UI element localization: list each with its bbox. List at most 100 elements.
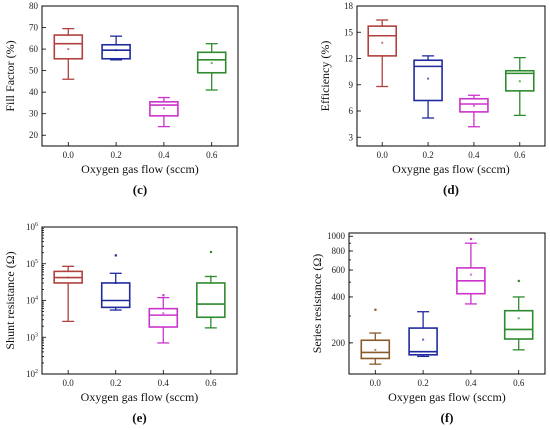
- mean-marker: [472, 104, 475, 107]
- mean-marker: [162, 312, 165, 315]
- box-group: [101, 35, 131, 61]
- box-group: [53, 265, 83, 323]
- outlier-point: [162, 294, 165, 297]
- box-group: [408, 311, 438, 358]
- mean-marker: [469, 273, 472, 276]
- x-tick-label: 0.6: [206, 150, 218, 160]
- outlier-point: [209, 250, 213, 254]
- box-iqr: [196, 282, 226, 319]
- x-tick-label: 0.2: [110, 150, 121, 160]
- y-tick-label: 20: [29, 130, 39, 140]
- y-tick-label: 15: [344, 27, 354, 37]
- box-group: [459, 94, 489, 128]
- x-tick-label: 0.4: [465, 378, 477, 388]
- box-group: [504, 56, 535, 117]
- box-group: [100, 254, 131, 311]
- mean-marker: [517, 317, 520, 320]
- mean-marker: [427, 77, 430, 80]
- mean-marker: [381, 41, 384, 44]
- box-iqr: [367, 25, 398, 57]
- y-tick-label: 6: [349, 106, 354, 116]
- x-tick-label: 0.0: [63, 150, 75, 160]
- x-tick-label: 0.0: [370, 378, 382, 388]
- box-group: [196, 250, 226, 329]
- x-tick-label: 0.4: [158, 150, 170, 160]
- mean-marker: [210, 62, 213, 65]
- box-iqr: [101, 43, 131, 60]
- y-tick-label: 60: [29, 44, 39, 54]
- mean-marker: [209, 275, 212, 278]
- y-tick-label: 600: [332, 265, 346, 275]
- mean-marker: [162, 107, 165, 110]
- y-axis-title: Shunt resistance (Ω): [3, 251, 17, 349]
- x-tick-label: 0.0: [63, 378, 75, 388]
- panel-label: (e): [132, 410, 146, 425]
- y-tick-label: 200: [332, 338, 346, 348]
- outlier-point: [374, 308, 377, 311]
- box-iqr: [148, 307, 179, 328]
- mean-marker: [422, 338, 425, 341]
- box-iqr: [53, 34, 84, 60]
- y-tick-label: 80: [29, 1, 39, 11]
- box-group: [456, 237, 486, 305]
- x-axis-title: Oxygne gas flow (sccm): [392, 162, 510, 176]
- outlier-point: [469, 237, 473, 241]
- x-tick-label: 0.2: [417, 378, 428, 388]
- mean-marker: [374, 348, 377, 351]
- box-group: [367, 19, 398, 88]
- plot-frame: [41, 5, 239, 147]
- y-tick-label: 9: [349, 80, 354, 90]
- mean-marker: [115, 49, 118, 52]
- outlier-point: [517, 279, 520, 283]
- y-tick-label: 400: [332, 292, 346, 302]
- y-tick-label: 106: [26, 222, 38, 232]
- y-tick-label: 50: [29, 66, 39, 76]
- y-tick-label: 18: [344, 1, 354, 11]
- mean-marker: [114, 281, 117, 284]
- x-axis-title: Oxygen gas flow (sccm): [388, 390, 506, 404]
- x-tick-label: 0.2: [422, 150, 433, 160]
- panel-label: (d): [443, 182, 459, 197]
- outlier-point: [114, 254, 117, 257]
- y-axis-title: Fill Factor (%): [3, 40, 17, 111]
- box-group: [503, 279, 534, 351]
- x-tick-label: 0.6: [514, 150, 526, 160]
- box-group: [149, 96, 179, 128]
- plot-frame: [348, 232, 546, 375]
- mean-marker: [67, 48, 70, 51]
- y-tick-label: 800: [332, 246, 346, 256]
- x-tick-label: 0.6: [205, 378, 217, 388]
- box-group: [53, 27, 84, 80]
- y-tick-label: 103: [26, 332, 38, 342]
- y-tick-label: 30: [29, 109, 39, 119]
- y-axis-title: Series resistance (Ω): [310, 254, 324, 354]
- box-group: [413, 55, 443, 119]
- box-iqr: [100, 282, 131, 309]
- panel-d: 3 6 9 12 15 18 0.0 0.2 0.4 0.6 Oxygne gas flow (sc…: [318, 1, 546, 197]
- y-tick-label: 3: [349, 132, 354, 142]
- panel-label: (f): [441, 410, 454, 425]
- x-tick-label: 0.6: [513, 378, 525, 388]
- box-iqr: [408, 327, 438, 356]
- box-group: [196, 43, 227, 91]
- y-tick-label: 104: [26, 296, 38, 306]
- y-tick-label: 70: [29, 23, 39, 33]
- panel-c: 20 30 40 50 60 70 80 0.0 0.2 0.4 0.6 Oxygen gas flo…: [3, 1, 239, 197]
- y-tick-label: 1000: [327, 231, 346, 241]
- x-axis-title: Oxygen gas flow (sccm): [81, 390, 199, 404]
- y-tick-label: 12: [344, 54, 353, 64]
- mean-marker: [67, 276, 70, 279]
- panel-f: 200 400 600 800 1000 0.0 0.2 0.4 0.6 Oxygen gas f…: [310, 231, 546, 425]
- y-tick-label: 40: [29, 87, 39, 97]
- mean-marker: [518, 80, 521, 83]
- box-iqr: [503, 309, 534, 340]
- y-tick-label: 105: [26, 259, 38, 269]
- x-tick-label: 0.4: [158, 378, 170, 388]
- y-axis-title: Efficiency (%): [318, 41, 332, 112]
- panel-label: (c): [133, 182, 147, 197]
- panel-e: 102 103 104 105 106 0.0 0.2 0.4 0.6 Oxygen gas fl…: [3, 222, 238, 425]
- x-axis-title: Oxygen gas flow (sccm): [81, 162, 199, 176]
- box-group: [360, 308, 391, 365]
- x-tick-label: 0.4: [468, 150, 480, 160]
